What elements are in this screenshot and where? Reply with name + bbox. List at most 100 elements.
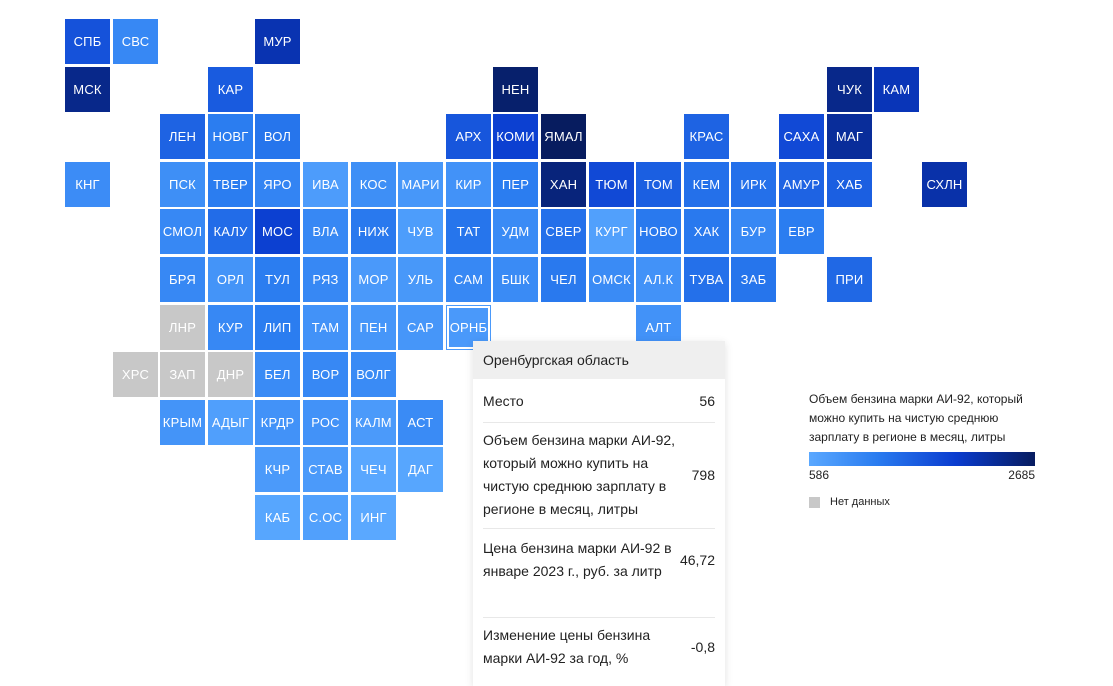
region-tile[interactable]: ДНР bbox=[208, 352, 253, 397]
region-tile[interactable]: КАЛМ bbox=[351, 400, 396, 445]
region-tile[interactable]: ТАМ bbox=[303, 305, 348, 350]
legend-gradient-bar bbox=[809, 452, 1035, 466]
legend-ticks: 586 2685 bbox=[809, 468, 1035, 482]
region-tile[interactable]: ПСК bbox=[160, 162, 205, 207]
region-tile[interactable]: ТОМ bbox=[636, 162, 681, 207]
region-tile[interactable]: ЧУК bbox=[827, 67, 872, 112]
region-tile[interactable]: ОМСК bbox=[589, 257, 634, 302]
region-tile[interactable]: АМУР bbox=[779, 162, 824, 207]
region-tile[interactable]: БШК bbox=[493, 257, 538, 302]
region-tile[interactable]: ТАТ bbox=[446, 209, 491, 254]
region-tile[interactable]: УДМ bbox=[493, 209, 538, 254]
region-tile[interactable]: МСК bbox=[65, 67, 110, 112]
tooltip-volume-label: Объем бензина марки АИ-92, который можно… bbox=[483, 432, 676, 517]
tooltip-price-label: Цена бензина марки АИ-92 в январе 2023 г… bbox=[483, 540, 672, 579]
region-tile[interactable]: ХРС bbox=[113, 352, 158, 397]
region-tile[interactable]: НЕН bbox=[493, 67, 538, 112]
region-tile[interactable]: МОР bbox=[351, 257, 396, 302]
region-tile[interactable]: ЧЕЛ bbox=[541, 257, 586, 302]
region-tile[interactable]: ТЮМ bbox=[589, 162, 634, 207]
region-tile[interactable]: СХЛН bbox=[922, 162, 967, 207]
region-tile[interactable]: ТУВА bbox=[684, 257, 729, 302]
region-tile[interactable]: ПЕН bbox=[351, 305, 396, 350]
region-tile[interactable]: ЗАБ bbox=[731, 257, 776, 302]
region-tile[interactable]: КЧР bbox=[255, 447, 300, 492]
region-tile[interactable]: КАМ bbox=[874, 67, 919, 112]
tooltip-rank-value: 56 bbox=[699, 393, 715, 409]
region-tooltip: Оренбургская область Место 56 Объем бенз… bbox=[473, 341, 725, 686]
region-tile[interactable]: ВЛА bbox=[303, 209, 348, 254]
region-tile[interactable]: КРАС bbox=[684, 114, 729, 159]
region-tile[interactable]: МАРИ bbox=[398, 162, 443, 207]
region-tile[interactable]: ХАК bbox=[684, 209, 729, 254]
region-tile[interactable]: БЕЛ bbox=[255, 352, 300, 397]
region-tile[interactable]: СМОЛ bbox=[160, 209, 205, 254]
region-tile[interactable]: КУРГ bbox=[589, 209, 634, 254]
region-tile[interactable]: ИНГ bbox=[351, 495, 396, 540]
region-tile[interactable]: ЛИП bbox=[255, 305, 300, 350]
region-tile[interactable]: РОС bbox=[303, 400, 348, 445]
region-tile[interactable]: С.ОС bbox=[303, 495, 348, 540]
tooltip-change-value: -0,8 bbox=[690, 638, 715, 655]
region-tile[interactable]: УЛЬ bbox=[398, 257, 443, 302]
region-tile[interactable]: СВЕР bbox=[541, 209, 586, 254]
region-tile[interactable]: КАР bbox=[208, 67, 253, 112]
region-tile[interactable]: РЯЗ bbox=[303, 257, 348, 302]
region-tile[interactable]: ПРИ bbox=[827, 257, 872, 302]
region-tile[interactable]: ЧУВ bbox=[398, 209, 443, 254]
region-tile[interactable]: СТАВ bbox=[303, 447, 348, 492]
region-tile[interactable]: КОМИ bbox=[493, 114, 538, 159]
region-tile[interactable]: КОС bbox=[351, 162, 396, 207]
region-tile[interactable]: КНГ bbox=[65, 162, 110, 207]
region-tile[interactable]: ЯРО bbox=[255, 162, 300, 207]
region-tile[interactable]: ХАБ bbox=[827, 162, 872, 207]
tooltip-rank-row: Место 56 bbox=[483, 390, 715, 413]
region-tile[interactable]: КАЛУ bbox=[208, 209, 253, 254]
region-tile[interactable]: КРДР bbox=[255, 400, 300, 445]
region-tile[interactable]: МАГ bbox=[827, 114, 872, 159]
region-tile[interactable]: ИРК bbox=[731, 162, 776, 207]
region-tile[interactable]: ЧЕЧ bbox=[351, 447, 396, 492]
region-tile[interactable]: СПБ bbox=[65, 19, 110, 64]
region-tile[interactable]: ЕВР bbox=[779, 209, 824, 254]
tooltip-rank-label: Место bbox=[483, 393, 524, 409]
region-tile[interactable]: ЛНР bbox=[160, 305, 205, 350]
region-tile[interactable]: САМ bbox=[446, 257, 491, 302]
region-tile[interactable]: ЛЕН bbox=[160, 114, 205, 159]
region-tile[interactable]: ЯМАЛ bbox=[541, 114, 586, 159]
region-tile[interactable]: КУР bbox=[208, 305, 253, 350]
region-tile[interactable]: БРЯ bbox=[160, 257, 205, 302]
region-tile[interactable]: НОВГ bbox=[208, 114, 253, 159]
region-tile[interactable]: КЕМ bbox=[684, 162, 729, 207]
region-tile[interactable]: САР bbox=[398, 305, 443, 350]
region-tile[interactable]: ЗАП bbox=[160, 352, 205, 397]
region-tile[interactable]: АРХ bbox=[446, 114, 491, 159]
region-tile[interactable]: ВОР bbox=[303, 352, 348, 397]
region-tile[interactable]: МОС bbox=[255, 209, 300, 254]
region-tile[interactable]: НИЖ bbox=[351, 209, 396, 254]
region-tile[interactable]: НОВО bbox=[636, 209, 681, 254]
region-tile[interactable]: АДЫГ bbox=[208, 400, 253, 445]
region-tile[interactable]: МУР bbox=[255, 19, 300, 64]
region-tile[interactable]: АСТ bbox=[398, 400, 443, 445]
region-tile[interactable]: ВОЛГ bbox=[351, 352, 396, 397]
region-tile[interactable]: КИР bbox=[446, 162, 491, 207]
region-tile[interactable]: КАБ bbox=[255, 495, 300, 540]
region-tile[interactable]: САХА bbox=[779, 114, 824, 159]
region-tile[interactable]: ХАН bbox=[541, 162, 586, 207]
region-tile[interactable]: АЛ.К bbox=[636, 257, 681, 302]
region-tile[interactable]: ТУЛ bbox=[255, 257, 300, 302]
region-tile[interactable]: ИВА bbox=[303, 162, 348, 207]
legend-title: Объем бензина марки АИ-92, который можно… bbox=[809, 392, 1023, 444]
region-tile[interactable]: ОРЛ bbox=[208, 257, 253, 302]
region-tile[interactable]: ТВЕР bbox=[208, 162, 253, 207]
region-tile[interactable]: КРЫМ bbox=[160, 400, 205, 445]
region-tile[interactable]: СВС bbox=[113, 19, 158, 64]
region-tile[interactable]: ПЕР bbox=[493, 162, 538, 207]
region-tile[interactable]: ВОЛ bbox=[255, 114, 300, 159]
region-tile[interactable]: БУР bbox=[731, 209, 776, 254]
tooltip-price-value: 46,72 bbox=[679, 551, 715, 568]
tooltip-region-name: Оренбургская область bbox=[473, 341, 725, 379]
region-tile[interactable]: ДАГ bbox=[398, 447, 443, 492]
